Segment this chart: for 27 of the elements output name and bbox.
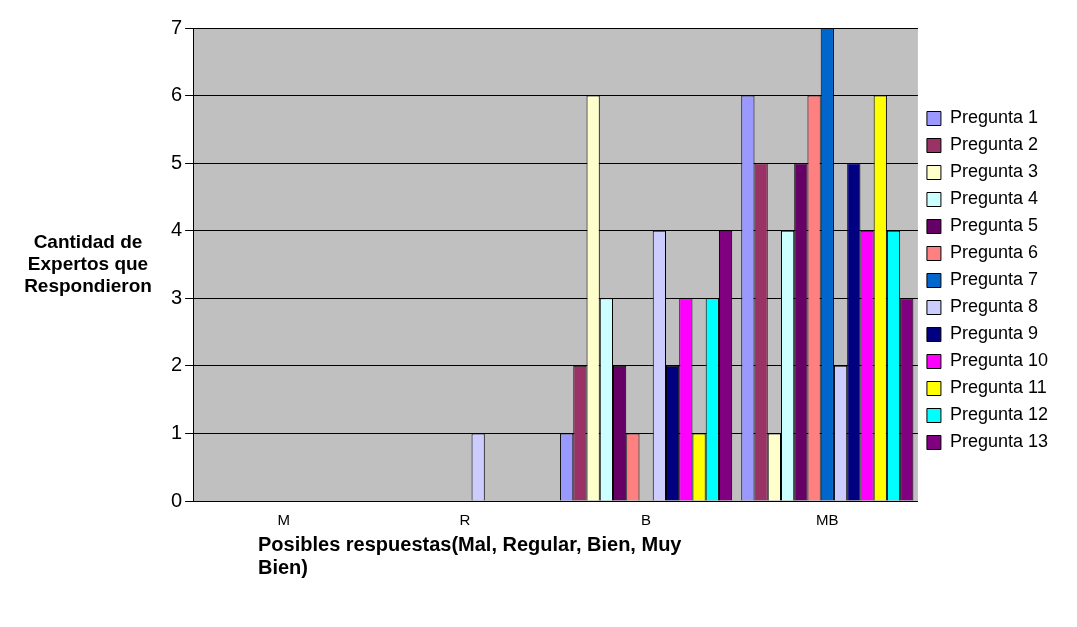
x-tick-label: M (277, 511, 290, 529)
legend-label: Pregunta 13 (949, 431, 1048, 452)
y-tick-label: 7 (171, 15, 183, 38)
x-tick-label: B (641, 511, 652, 529)
y-tick-label: 3 (171, 285, 183, 308)
y-axis-title: Cantidad de Expertos que Respondieron (23, 230, 153, 297)
legend-label: Pregunta 1 (949, 107, 1038, 128)
x-tick-label: R (459, 511, 471, 529)
legend-label: Pregunta 8 (949, 296, 1038, 317)
legend-label: Pregunta 5 (949, 215, 1038, 236)
legend-label: Pregunta 11 (949, 377, 1047, 398)
x-tick-label: MB (816, 511, 839, 529)
y-tick-label: 2 (171, 353, 183, 376)
y-tick-label: 6 (171, 83, 183, 106)
y-tick-label: 0 (171, 488, 183, 511)
y-tick-label: 4 (171, 218, 183, 241)
legend-label: Pregunta 3 (949, 161, 1038, 182)
legend-label: Pregunta 4 (949, 188, 1038, 209)
legend-label: Pregunta 7 (949, 269, 1038, 290)
legend-label: Pregunta 6 (949, 242, 1038, 263)
legend-label: Pregunta 10 (949, 350, 1048, 371)
legend-label: Pregunta 12 (949, 404, 1048, 425)
y-tick-label: 5 (171, 150, 183, 173)
legend-label: Pregunta 9 (949, 323, 1038, 344)
y-tick-label: 1 (171, 420, 183, 443)
x-axis-title: Posibles respuestas(Mal, Regular, Bien, Muy Bien) (258, 533, 683, 579)
legend-label: Pregunta 2 (949, 134, 1038, 155)
